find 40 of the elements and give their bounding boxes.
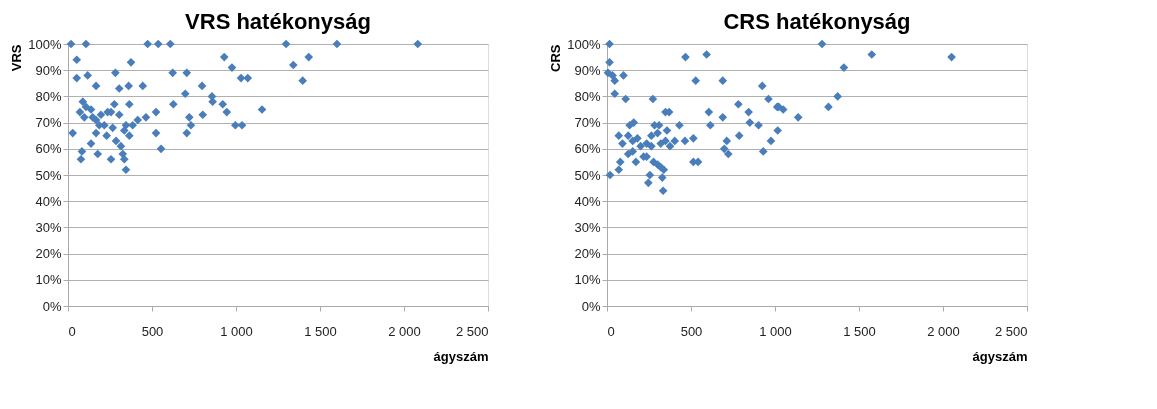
- y-tick-label: 80%: [35, 88, 62, 104]
- x-axis-title: ágyszám: [433, 348, 489, 364]
- x-tick-label: 2 000: [927, 323, 960, 339]
- y-tick-label: 40%: [35, 193, 62, 209]
- x-tick-label: 1 500: [304, 323, 337, 339]
- y-tick-label: 50%: [35, 167, 62, 183]
- y-tick-label: 60%: [574, 141, 601, 157]
- y-tick-label: 80%: [574, 88, 601, 104]
- y-tick-label: 40%: [574, 193, 601, 209]
- y-tick-label: 70%: [35, 115, 62, 131]
- x-tick-label: 0: [68, 323, 76, 339]
- x-tick-label: 2 500: [455, 323, 489, 339]
- x-tick-label: 1 000: [759, 323, 792, 339]
- y-tick-label: 10%: [35, 272, 62, 288]
- y-tick-label: 100%: [28, 36, 62, 52]
- x-tick-label: 2 000: [388, 323, 421, 339]
- x-axis-title: ágyszám: [972, 348, 1028, 364]
- x-tick-label: 0: [607, 323, 615, 339]
- y-tick-label: 60%: [35, 141, 62, 157]
- y-tick-label: 0%: [42, 298, 62, 314]
- y-tick-label: 100%: [567, 36, 601, 52]
- y-tick-label: 90%: [574, 62, 601, 78]
- y-axis-title: CRS: [548, 44, 564, 72]
- x-tick-label: 2 500: [994, 323, 1028, 339]
- x-tick-label: 1 500: [843, 323, 876, 339]
- chart-title: CRS hatékonyság: [723, 9, 911, 34]
- chart-title: VRS hatékonyság: [185, 9, 371, 34]
- y-tick-label: 0%: [581, 298, 601, 314]
- y-tick-label: 20%: [574, 246, 601, 262]
- y-tick-label: 30%: [35, 219, 62, 235]
- y-tick-label: 20%: [35, 246, 62, 262]
- x-tick-label: 1 000: [220, 323, 253, 339]
- y-tick-label: 90%: [35, 62, 62, 78]
- y-axis-title: VRS: [9, 44, 25, 72]
- x-tick-label: 500: [141, 323, 164, 339]
- x-tick-label: 500: [680, 323, 703, 339]
- y-tick-label: 30%: [574, 219, 601, 235]
- y-tick-label: 50%: [574, 167, 601, 183]
- y-tick-label: 70%: [574, 115, 601, 131]
- y-tick-label: 10%: [574, 272, 601, 288]
